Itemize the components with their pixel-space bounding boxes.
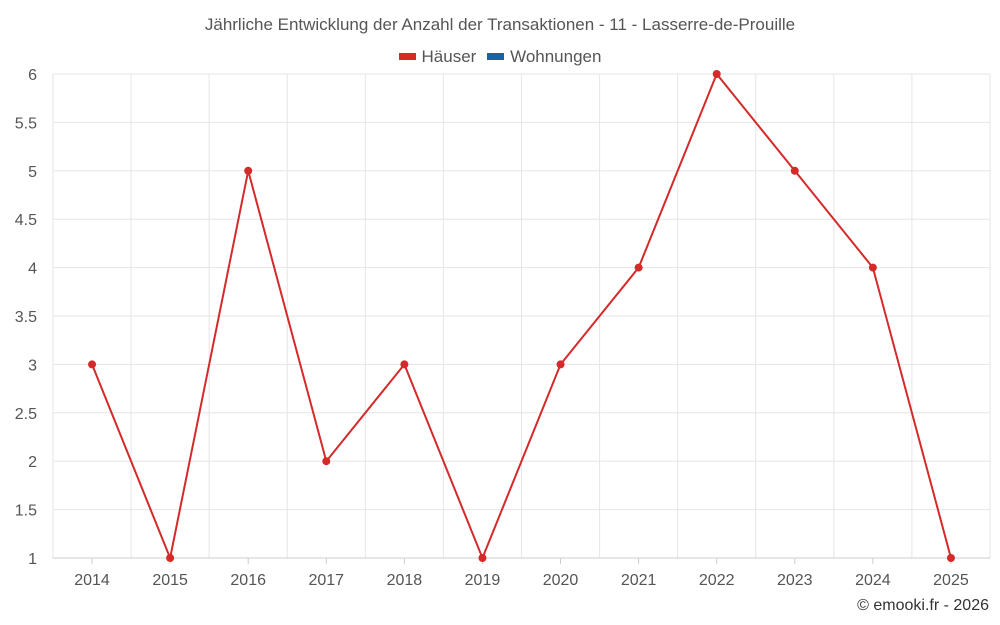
data-point-haeuser <box>790 166 799 175</box>
x-tick-label: 2017 <box>308 572 344 589</box>
legend-swatch-wohnungen <box>487 53 505 60</box>
legend-item-wohnungen[interactable]: Wohnungen <box>487 47 601 67</box>
x-tick-label: 2025 <box>933 572 969 589</box>
x-tick-label: 2021 <box>621 572 657 589</box>
legend-label-haeuser: Häuser <box>421 46 477 66</box>
data-point-haeuser <box>478 554 487 562</box>
x-tick-label: 2022 <box>699 572 735 589</box>
legend-swatch-haeuser <box>398 53 416 60</box>
x-tick-label: 2023 <box>777 572 813 589</box>
x-tick-label: 2020 <box>543 572 579 589</box>
x-tick-label: 2019 <box>465 572 501 589</box>
legend: Häuser Wohnungen <box>0 45 1000 67</box>
data-point-haeuser <box>556 360 565 369</box>
data-point-haeuser <box>868 263 877 272</box>
data-point-haeuser <box>166 554 175 562</box>
y-tick-label: 6 <box>28 67 37 84</box>
data-point-haeuser <box>88 360 97 369</box>
data-point-haeuser <box>634 263 643 272</box>
legend-item-haeuser[interactable]: Häuser <box>398 46 477 67</box>
y-tick-label: 5 <box>28 164 37 181</box>
y-tick-label: 4.5 <box>15 212 37 229</box>
y-tick-label: 3 <box>28 357 37 374</box>
x-tick-label: 2014 <box>74 572 110 589</box>
series-line-haeuser <box>91 73 952 559</box>
data-point-haeuser <box>400 360 409 369</box>
x-tick-label: 2015 <box>152 572 188 589</box>
y-tick-label: 5.5 <box>15 115 37 132</box>
data-point-haeuser <box>946 554 955 562</box>
x-tick-label: 2018 <box>387 572 423 589</box>
chart-title: Jährliche Entwicklung der Anzahl der Tra… <box>204 15 796 34</box>
y-tick-label: 1 <box>28 551 37 568</box>
data-point-haeuser <box>322 457 331 466</box>
data-point-haeuser <box>244 166 253 175</box>
y-tick-label: 2.5 <box>15 406 37 423</box>
y-tick-label: 4 <box>28 261 37 278</box>
copyright-text: © emooki.fr - 2026 <box>857 597 989 614</box>
y-tick-label: 1.5 <box>15 503 37 520</box>
y-tick-label: 3.5 <box>15 309 37 326</box>
x-tick-label: 2024 <box>855 572 891 589</box>
data-point-haeuser <box>712 70 721 78</box>
legend-label-wohnungen: Wohnungen <box>510 46 602 66</box>
y-tick-label: 2 <box>28 454 37 471</box>
x-tick-label: 2016 <box>230 572 266 589</box>
